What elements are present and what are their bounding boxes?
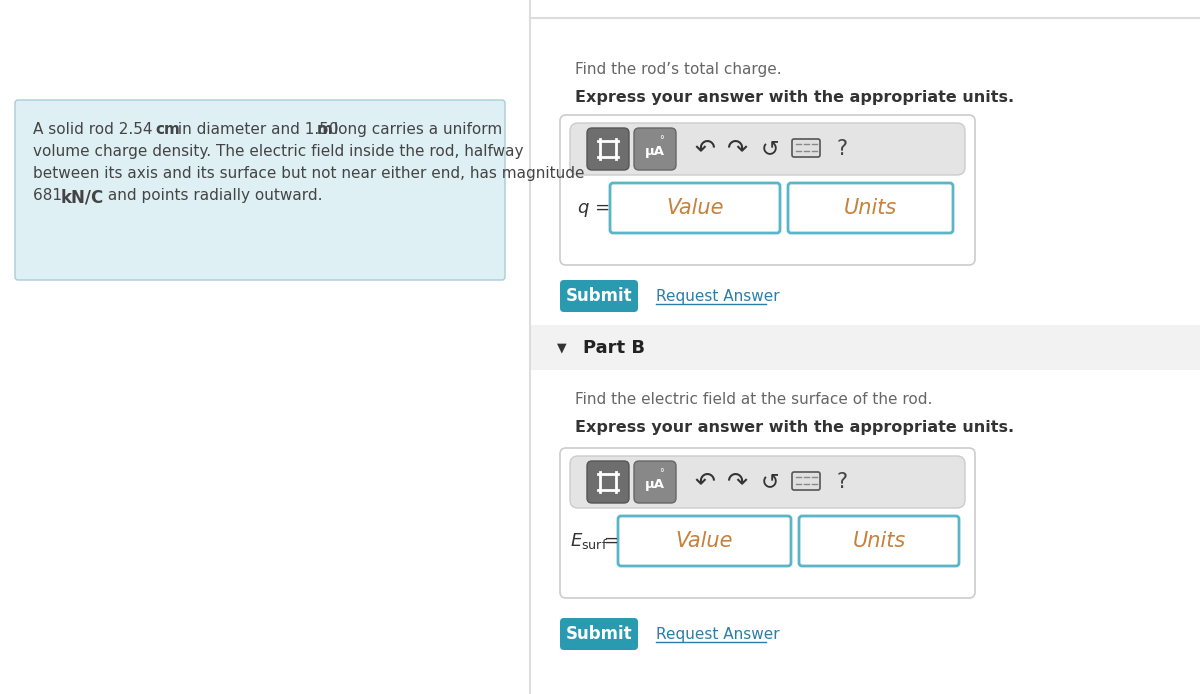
Text: and points radially outward.: and points radially outward.	[103, 188, 323, 203]
FancyBboxPatch shape	[634, 128, 676, 170]
FancyBboxPatch shape	[587, 461, 629, 503]
Text: volume charge density. The electric field inside the rod, halfway: volume charge density. The electric fiel…	[34, 144, 523, 159]
Text: ?: ?	[836, 472, 847, 492]
Text: Request Answer: Request Answer	[656, 289, 780, 303]
FancyBboxPatch shape	[560, 280, 638, 312]
Text: Units: Units	[844, 198, 898, 218]
FancyBboxPatch shape	[610, 183, 780, 233]
FancyBboxPatch shape	[618, 516, 791, 566]
FancyBboxPatch shape	[560, 448, 974, 598]
Text: A solid rod 2.54: A solid rod 2.54	[34, 122, 157, 137]
Text: Request Answer: Request Answer	[656, 627, 780, 641]
Text: ↷: ↷	[727, 470, 749, 494]
FancyBboxPatch shape	[570, 123, 965, 175]
Text: m: m	[317, 122, 332, 137]
Text: Part B: Part B	[583, 339, 646, 357]
Text: Find the rod’s total charge.: Find the rod’s total charge.	[575, 62, 781, 77]
FancyBboxPatch shape	[799, 516, 959, 566]
Text: ▼: ▼	[557, 341, 566, 354]
FancyBboxPatch shape	[788, 183, 953, 233]
Text: =: =	[604, 532, 618, 550]
Text: 681: 681	[34, 188, 67, 203]
Text: °: °	[659, 468, 664, 478]
Text: long carries a uniform: long carries a uniform	[329, 122, 503, 137]
Text: Find the electric field at the surface of the rod.: Find the electric field at the surface o…	[575, 392, 932, 407]
Text: ↶: ↶	[695, 470, 715, 494]
Text: Submit: Submit	[565, 625, 632, 643]
FancyBboxPatch shape	[634, 461, 676, 503]
FancyBboxPatch shape	[792, 472, 820, 490]
FancyBboxPatch shape	[560, 115, 974, 265]
FancyBboxPatch shape	[587, 128, 629, 170]
Text: ↶: ↶	[695, 137, 715, 161]
FancyBboxPatch shape	[14, 100, 505, 280]
FancyBboxPatch shape	[560, 618, 638, 650]
Bar	[530, 325, 1200, 370]
Text: Value: Value	[666, 198, 724, 218]
Text: Value: Value	[676, 531, 733, 551]
Text: between its axis and its surface but not near either end, has magnitude: between its axis and its surface but not…	[34, 166, 584, 181]
Text: Units: Units	[852, 531, 906, 551]
Text: q =: q =	[578, 199, 611, 217]
FancyBboxPatch shape	[570, 456, 965, 508]
Text: °: °	[659, 135, 664, 145]
Text: Express your answer with the appropriate units.: Express your answer with the appropriate…	[575, 90, 1014, 105]
Text: μA: μA	[646, 145, 665, 158]
Text: Express your answer with the appropriate units.: Express your answer with the appropriate…	[575, 420, 1014, 435]
Text: ↺: ↺	[761, 472, 779, 492]
Text: Submit: Submit	[565, 287, 632, 305]
Text: μA: μA	[646, 478, 665, 491]
Text: in diameter and 1.50: in diameter and 1.50	[173, 122, 343, 137]
Text: cm: cm	[155, 122, 180, 137]
Text: ↷: ↷	[727, 137, 749, 161]
Text: $E_{\mathrm{surf}}$: $E_{\mathrm{surf}}$	[570, 531, 608, 551]
Text: kN/C: kN/C	[61, 188, 104, 206]
Text: ?: ?	[836, 139, 847, 159]
Text: ↺: ↺	[761, 139, 779, 159]
FancyBboxPatch shape	[792, 139, 820, 157]
